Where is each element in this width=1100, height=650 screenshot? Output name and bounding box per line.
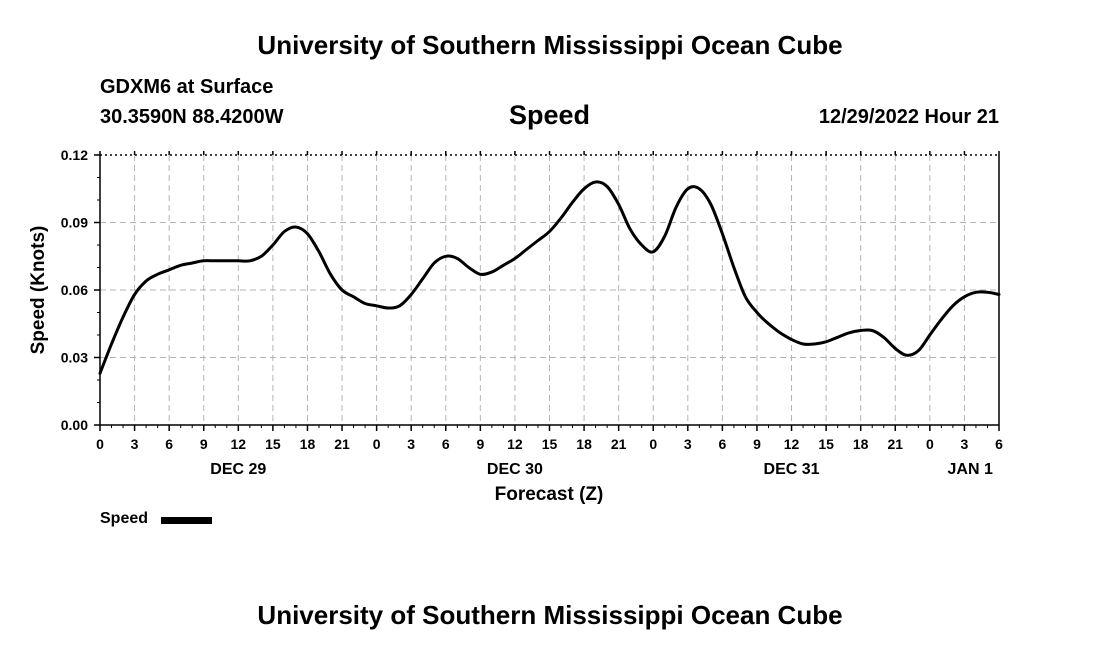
x-tick-label-21: 15	[818, 436, 834, 452]
day-label-0: DEC 29	[210, 461, 266, 478]
legend-label: Speed	[100, 510, 149, 527]
top-title: University of Southern Mississippi Ocean…	[257, 30, 843, 60]
speed-series-line	[98, 180, 1001, 375]
grid-lines	[100, 155, 999, 425]
y-tick-label-1: 0.03	[61, 350, 88, 366]
y-axis-ticks: 0.00 0.03 0.06 0.09 0.12	[61, 147, 100, 433]
x-tick-label-1: 3	[131, 436, 139, 452]
x-tick-label-19: 9	[753, 436, 761, 452]
x-tick-label-5: 15	[265, 436, 281, 452]
legend-swatch	[161, 517, 212, 524]
x-tick-label-13: 15	[542, 436, 558, 452]
day-label-2: DEC 31	[764, 461, 820, 478]
x-tick-label-15: 21	[611, 436, 627, 452]
x-tick-label-0: 0	[96, 436, 104, 452]
x-tick-label-11: 9	[476, 436, 484, 452]
chart-title: Speed	[509, 100, 591, 130]
x-tick-label-9: 3	[407, 436, 415, 452]
x-tick-label-25: 3	[961, 436, 969, 452]
x-axis-ticks: 0 3 6 9 12 15 18 21 0 3 6 9 12 15 18 21 0 3 6 9 12 15 18 21 0 3 6	[96, 151, 1003, 452]
x-axis-label: Forecast (Z)	[495, 484, 604, 505]
day-label-3: JAN 1	[948, 461, 993, 478]
y-tick-label-2: 0.06	[61, 282, 88, 298]
x-tick-label-22: 18	[853, 436, 869, 452]
x-tick-label-18: 6	[718, 436, 726, 452]
bottom-title: University of Southern Mississippi Ocean…	[257, 600, 843, 630]
day-labels: DEC 29 DEC 30 DEC 31 JAN 1	[210, 461, 993, 478]
y-tick-label-4: 0.12	[61, 147, 88, 163]
station-coords: 30.3590N 88.4200W	[100, 106, 284, 128]
x-tick-label-10: 6	[442, 436, 450, 452]
x-tick-label-16: 0	[649, 436, 657, 452]
station-label: GDXM6 at Surface	[100, 76, 274, 98]
x-tick-label-20: 12	[784, 436, 800, 452]
x-tick-label-26: 6	[995, 436, 1003, 452]
x-tick-label-12: 12	[507, 436, 523, 452]
y-tick-label-0: 0.00	[61, 417, 88, 433]
x-tick-label-3: 9	[200, 436, 208, 452]
x-tick-label-14: 18	[576, 436, 592, 452]
y-axis-label: Speed (Knots)	[28, 226, 49, 355]
x-tick-label-6: 18	[300, 436, 316, 452]
x-tick-label-4: 12	[231, 436, 247, 452]
x-tick-label-23: 21	[887, 436, 903, 452]
x-tick-label-8: 0	[373, 436, 381, 452]
x-tick-label-7: 21	[334, 436, 350, 452]
forecast-datetime: 12/29/2022 Hour 21	[818, 106, 999, 128]
x-tick-label-24: 0	[926, 436, 934, 452]
x-tick-label-17: 3	[684, 436, 692, 452]
y-tick-label-3: 0.09	[61, 215, 88, 231]
day-label-1: DEC 30	[487, 461, 543, 478]
x-tick-label-2: 6	[165, 436, 173, 452]
